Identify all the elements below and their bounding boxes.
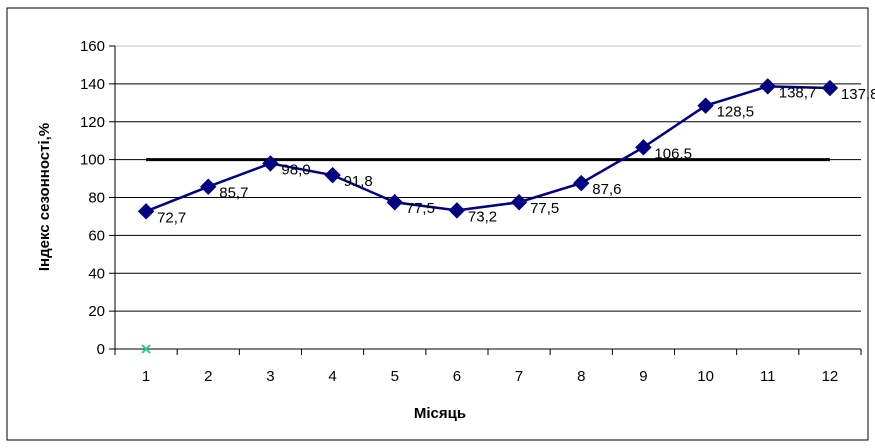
y-axis-title: Індекс сезонності,%: [36, 123, 53, 271]
data-point-marker: [573, 174, 590, 192]
data-label: 77,5: [530, 200, 559, 217]
data-label: 87,6: [592, 181, 621, 198]
x-tick-label: 6: [453, 368, 461, 385]
series-line-seasonality-index: [145, 85, 830, 213]
data-point-marker: [324, 166, 341, 184]
series-layer: [137, 78, 839, 354]
x-tick-label: 4: [328, 368, 336, 385]
data-label: 106,5: [654, 145, 692, 162]
x-tick-label: 8: [577, 368, 585, 385]
data-label: 85,7: [219, 185, 248, 202]
x-tick-label: 12: [822, 368, 839, 385]
data-label: 137,8: [841, 86, 875, 103]
x-tick-label: 3: [266, 368, 274, 385]
y-tick-label: 60: [88, 227, 105, 244]
extra-marker: [141, 344, 151, 354]
labels-layer: 72,7 85,7 98,0 91,8 77,5 73,2 77,5 87,6 106,5 128…: [157, 84, 875, 226]
data-label: 128,5: [717, 104, 755, 121]
x-tick-label: 7: [515, 368, 523, 385]
y-tick-label: 140: [80, 76, 105, 93]
x-tick-label: 1: [142, 368, 150, 385]
data-label: 91,8: [344, 173, 373, 190]
x-tick-label: 5: [391, 368, 399, 385]
data-point-marker: [200, 178, 217, 195]
y-tick-label: 40: [88, 265, 105, 282]
data-label: 98,0: [281, 161, 310, 178]
y-tick-label: 80: [88, 190, 105, 207]
y-tick-label: 120: [80, 114, 105, 131]
data-point-marker: [635, 139, 652, 156]
data-point-marker: [759, 78, 776, 95]
data-label: 77,5: [406, 200, 435, 217]
x-tick-label: 10: [697, 368, 714, 385]
data-label: 72,7: [157, 209, 186, 226]
data-point-marker: [262, 155, 279, 172]
data-point-marker: [510, 194, 528, 211]
data-point-marker: [386, 194, 403, 211]
chart-border: [6, 7, 869, 441]
data-point-marker: [821, 79, 839, 97]
y-tick-label: 0: [97, 341, 105, 358]
data-label: 73,2: [468, 208, 497, 225]
data-point-marker: [697, 97, 714, 114]
y-tick-label: 20: [88, 303, 105, 320]
data-point-marker: [137, 203, 155, 220]
x-tick-label: 2: [204, 368, 212, 385]
y-tick-label: 160: [80, 38, 105, 55]
data-label: 138,7: [779, 84, 817, 101]
x-axis-title: Місяць: [414, 405, 466, 422]
y-tick-label: 100: [80, 152, 105, 169]
x-tick-label: 11: [760, 368, 776, 385]
x-tick-label: 9: [639, 368, 647, 385]
data-point-marker: [448, 202, 466, 219]
